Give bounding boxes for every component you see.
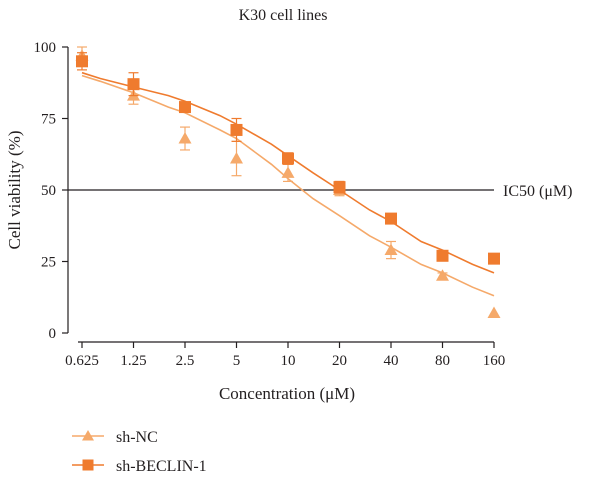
data-point-triangle: [384, 243, 398, 256]
legend-marker-square: [82, 459, 94, 471]
y-tick-label: 100: [34, 40, 57, 56]
legend: sh-NC sh-BECLIN-1: [72, 429, 207, 475]
x-tick-label: 80: [435, 353, 450, 369]
data-point-square: [333, 181, 346, 194]
x-tick-label: 10: [281, 353, 296, 369]
data-point-square: [385, 212, 397, 225]
x-tick-label: 0.625: [65, 353, 99, 369]
legend-label-sh-nc: sh-NC: [116, 429, 158, 446]
data-point-square: [436, 249, 449, 262]
x-tick-label: 160: [483, 353, 506, 369]
data-point-square: [76, 55, 88, 68]
x-tick-label: 5: [233, 353, 241, 369]
y-tick-label: 50: [41, 183, 56, 199]
data-point-square: [127, 78, 140, 91]
y-axis: 0 25 50 75 100 Cell viability (%): [5, 40, 69, 342]
legend-item-sh-nc: sh-NC: [72, 429, 158, 446]
legend-item-sh-beclin-1: sh-BECLIN-1: [72, 458, 207, 475]
y-tick-label: 0: [49, 326, 57, 342]
plot-series: [75, 46, 501, 318]
data-point-triangle: [230, 152, 243, 164]
x-tick-label: 1.25: [120, 353, 146, 369]
data-point-triangle: [178, 132, 192, 144]
data-point-square: [230, 123, 243, 136]
x-tick-label: 20: [332, 353, 347, 369]
data-point-square: [488, 252, 500, 265]
legend-label-sh-beclin-1: sh-BECLIN-1: [116, 458, 207, 475]
y-axis-title: Cell viability (%): [5, 131, 24, 250]
data-point-triangle: [281, 166, 295, 178]
data-point-triangle: [487, 306, 501, 318]
x-axis-title: Concentration (μM): [219, 384, 355, 403]
x-axis: 0.625 1.25 2.5 5 10 20 40 80 160 Concentration (…: [65, 341, 505, 403]
x-tick-label: 2.5: [176, 353, 195, 369]
x-ticks: 0.625 1.25 2.5 5 10 20 40 80 160: [65, 342, 505, 369]
legend-marker-triangle: [82, 430, 94, 441]
data-point-square: [282, 152, 294, 165]
y-ticks: 0 25 50 75 100: [34, 40, 68, 342]
ic50-label: IC50 (μM): [503, 183, 572, 200]
chart-title: K30 cell lines: [239, 7, 328, 24]
data-point-triangle: [436, 269, 449, 281]
data-point-square: [179, 101, 191, 114]
ic50-reference: IC50 (μM): [68, 183, 572, 200]
fit-curve-sh-nc: [81, 74, 495, 297]
y-tick-label: 25: [41, 255, 56, 271]
series-sh-beclin-1: [76, 52, 500, 274]
y-tick-label: 75: [41, 112, 56, 128]
x-tick-label: 40: [384, 353, 399, 369]
